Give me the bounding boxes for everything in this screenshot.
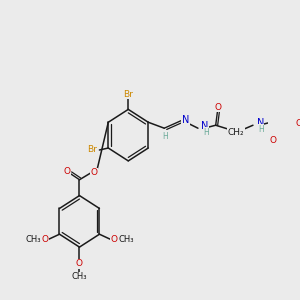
Text: O: O bbox=[64, 167, 70, 176]
Text: O: O bbox=[90, 168, 97, 177]
Text: N: N bbox=[202, 121, 209, 131]
Text: O: O bbox=[270, 136, 277, 145]
Text: N: N bbox=[256, 118, 264, 128]
Text: Br: Br bbox=[123, 90, 133, 99]
Text: O: O bbox=[296, 119, 300, 128]
Text: CH₂: CH₂ bbox=[228, 128, 244, 137]
Text: CH₃: CH₃ bbox=[72, 272, 87, 281]
Text: N: N bbox=[182, 115, 189, 125]
Text: O: O bbox=[215, 103, 222, 112]
Text: H: H bbox=[258, 125, 264, 134]
Text: H: H bbox=[203, 128, 209, 137]
Text: O: O bbox=[42, 235, 49, 244]
Text: CH₃: CH₃ bbox=[25, 235, 40, 244]
Text: H: H bbox=[162, 132, 168, 141]
Text: O: O bbox=[76, 260, 83, 268]
Text: Br: Br bbox=[87, 146, 97, 154]
Text: CH₃: CH₃ bbox=[118, 235, 134, 244]
Text: O: O bbox=[110, 235, 117, 244]
